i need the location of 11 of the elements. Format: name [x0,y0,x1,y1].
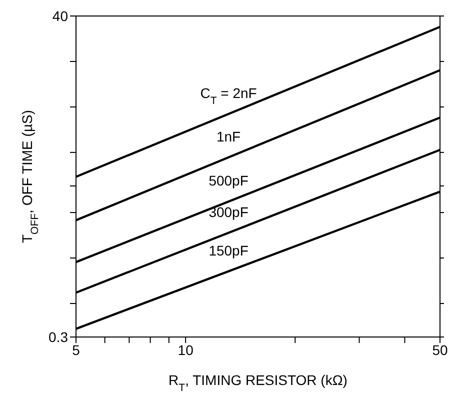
y-tick-label: 0.3 [48,328,68,345]
series-label: 1nF [216,128,241,144]
series-label: C$_{T}$ = 2nF [200,84,257,107]
y-tick-label: 40 [52,8,68,24]
series-label: 300pF [208,204,248,220]
x-tick-label: 50 [432,342,448,358]
x-tick-label: 5 [72,342,80,358]
series-label: 150pF [208,242,248,258]
x-tick-label: 10 [178,342,194,358]
series-label: 500pF [208,172,248,189]
x-axis-title: R$_{T}$, TIMING RESISTOR (kΩ) [168,372,348,394]
